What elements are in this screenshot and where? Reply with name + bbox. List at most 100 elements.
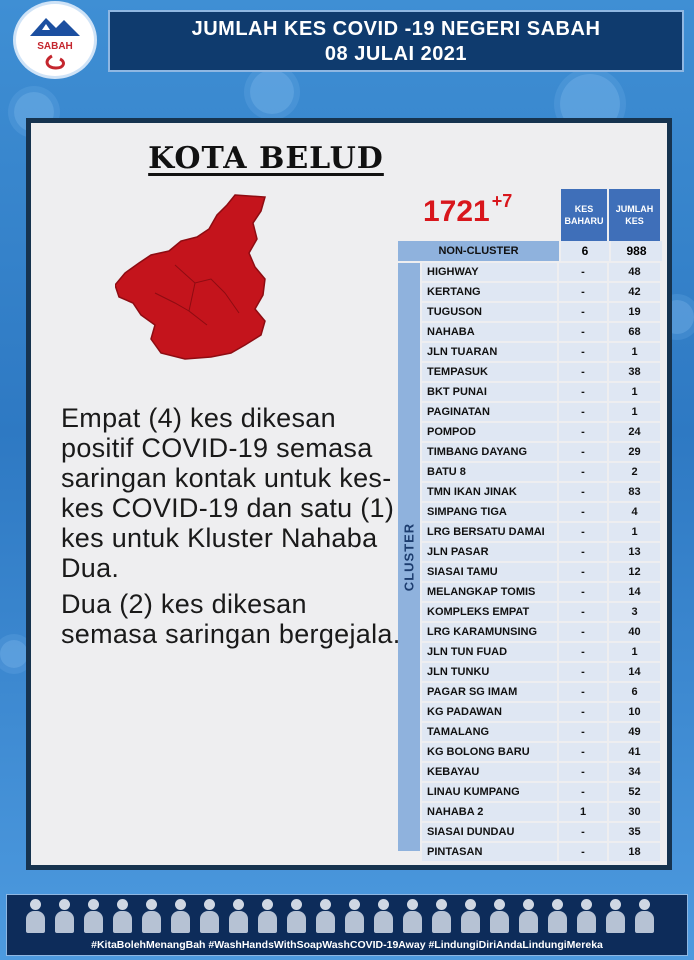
cluster-total-cell: 12 [609,563,660,581]
footer-hashtags: #KitaBolehMenangBah #WashHandsWithSoapWa… [91,939,603,951]
cluster-name-cell: KEBAYAU [422,763,557,781]
description-paragraph: Empat (4) kes dikesan positif COVID-19 s… [61,403,395,583]
person-silhouette-icon [257,897,278,933]
cluster-total-cell: 19 [609,303,660,321]
table-row: SIASAI DUNDAU -35 [422,823,660,841]
person-silhouette-icon [373,897,394,933]
table-row: PAGAR SG IMAM -6 [422,683,660,701]
cluster-total-cell: 68 [609,323,660,341]
person-silhouette-icon [634,897,655,933]
table-row: TEMPASUK -38 [422,363,660,381]
cluster-name-cell: JLN TUN FUAD [422,643,557,661]
cluster-name-cell: TUGUSON [422,303,557,321]
person-silhouette-icon [286,897,307,933]
person-silhouette-icon [228,897,249,933]
table-row: TIMBANG DAYANG -29 [422,443,660,461]
cluster-new-cell: - [559,503,607,521]
person-silhouette-icon [112,897,133,933]
table-row: KG BOLONG BARU -41 [422,743,660,761]
cluster-name-cell: BATU 8 [422,463,557,481]
cluster-total-cell: 18 [609,843,660,861]
cluster-total-cell: 38 [609,363,660,381]
cluster-new-cell: - [559,463,607,481]
header-title: JUMLAH KES COVID -19 NEGERI SABAH [191,18,601,40]
cluster-total-cell: 2 [609,463,660,481]
virus-decoration [0,640,28,668]
person-silhouette-icon [199,897,220,933]
description-paragraph: Dua (2) kes dikesan semasa saringan berg… [61,589,401,649]
cluster-total-cell: 48 [609,263,660,281]
table-row: KEBAYAU -34 [422,763,660,781]
header-date: 08 JULAI 2021 [324,43,468,65]
cluster-name-cell: TMN IKAN JINAK [422,483,557,501]
cluster-new-cell: - [559,643,607,661]
table-row: TUGUSON -19 [422,303,660,321]
person-silhouette-icon [518,897,539,933]
cluster-new-cell: - [559,483,607,501]
cluster-new-cell: - [559,583,607,601]
cluster-name-cell: JLN TUARAN [422,343,557,361]
table-row: PINTASAN -18 [422,843,660,861]
cluster-new-cell: - [559,543,607,561]
district-map-icon [115,194,266,360]
cluster-new-cell: - [559,283,607,301]
cluster-table: HIGHWAY -48 KERTANG -42 TUGUSON -19 NAHABA -68 J… [422,263,660,863]
table-row: SIMPANG TIGA -4 [422,503,660,521]
table-row: LRG BERSATU DAMAI -1 [422,523,660,541]
cluster-name-cell: TAMALANG [422,723,557,741]
cluster-total-cell: 1 [609,523,660,541]
non-cluster-new: 6 [561,241,609,261]
cluster-name-cell: KG PADAWAN [422,703,557,721]
cluster-name-cell: JLN TUNKU [422,663,557,681]
cluster-name-cell: PAGAR SG IMAM [422,683,557,701]
person-silhouette-icon [83,897,104,933]
district-title: KOTA BELUD [148,141,384,176]
cluster-total-cell: 10 [609,703,660,721]
table-row: TMN IKAN JINAK -83 [422,483,660,501]
cluster-total-cell: 14 [609,583,660,601]
cluster-new-cell: - [559,383,607,401]
cluster-name-cell: LRG KARAMUNSING [422,623,557,641]
case-description: Empat (4) kes dikesan positif COVID-19 s… [61,403,401,655]
cluster-name-cell: TEMPASUK [422,363,557,381]
person-silhouette-icon [315,897,336,933]
logo-text: SABAH [37,41,73,52]
cluster-total-cell: 1 [609,343,660,361]
cluster-new-cell: - [559,663,607,681]
cluster-new-cell: - [559,263,607,281]
person-silhouette-icon [344,897,365,933]
cluster-name-cell: LRG BERSATU DAMAI [422,523,557,541]
cluster-name-cell: KG BOLONG BARU [422,743,557,761]
sabah-logo-icon [30,18,80,70]
cluster-name-cell: SIMPANG TIGA [422,503,557,521]
cluster-total-cell: 30 [609,803,660,821]
cluster-total-cell: 6 [609,683,660,701]
cluster-name-cell: KOMPLEKS EMPAT [422,603,557,621]
cluster-total-cell: 52 [609,783,660,801]
person-silhouette-icon [605,897,626,933]
non-cluster-row: NON-CLUSTER 6 988 [398,241,662,261]
cluster-new-cell: - [559,603,607,621]
table-row: HIGHWAY -48 [422,263,660,281]
cluster-name-cell: MELANGKAP TOMIS [422,583,557,601]
person-silhouette-icon [141,897,162,933]
cluster-name-cell: PAGINATAN [422,403,557,421]
cluster-side-label: CLUSTER [398,263,420,851]
cluster-name-cell: SIASAI DUNDAU [422,823,557,841]
cluster-total-cell: 40 [609,623,660,641]
cluster-new-cell: - [559,403,607,421]
cluster-name-cell: POMPOD [422,423,557,441]
table-row: KERTANG -42 [422,283,660,301]
new-count: +7 [491,191,513,211]
table-row: PAGINATAN -1 [422,403,660,421]
cluster-total-cell: 1 [609,403,660,421]
footer-banner: #KitaBolehMenangBah #WashHandsWithSoapWa… [6,894,688,956]
cluster-name-cell: KERTANG [422,283,557,301]
cluster-total-cell: 49 [609,723,660,741]
table-row: KOMPLEKS EMPAT -3 [422,603,660,621]
table-row: JLN TUNKU -14 [422,663,660,681]
person-silhouette-icon [547,897,568,933]
cluster-total-cell: 34 [609,763,660,781]
cluster-new-cell: - [559,763,607,781]
table-row: JLN PASAR -13 [422,543,660,561]
